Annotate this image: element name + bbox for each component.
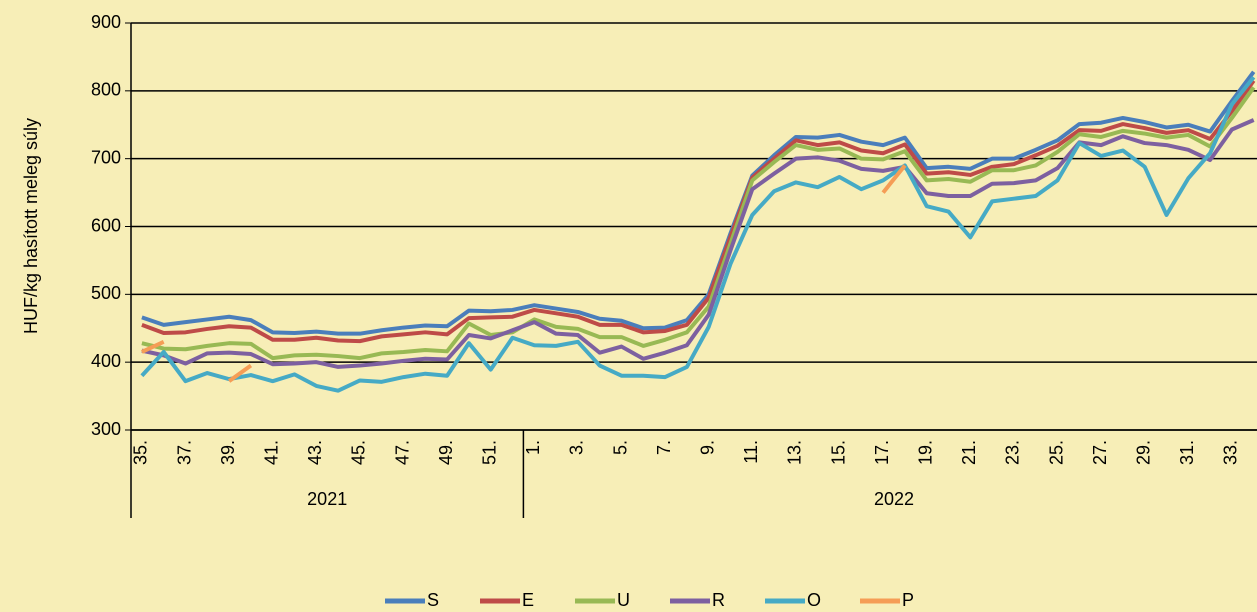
series-line [141,70,1256,336]
y-tick-label: 300 [91,419,121,439]
y-tick-label: 700 [91,147,121,167]
x-tick-label: 7. [654,440,674,455]
legend-label: U [617,590,630,610]
x-tick-label: 39. [218,440,238,465]
series-line [141,118,1255,369]
x-tick-label: 45. [349,440,369,465]
y-tick-label: 800 [91,80,121,100]
x-tick-label: 15. [828,440,848,465]
legend-label: O [807,590,821,610]
x-tick-label: 21. [959,440,979,465]
x-tick-label: 37. [174,440,194,465]
x-tick-label: 9. [697,440,717,455]
series-line [141,86,1256,361]
x-tick-label: 11. [741,440,761,464]
x-tick-label: 33. [1221,440,1241,465]
x-tick-label: 49. [436,440,456,465]
x-tick-label: 41. [261,440,281,465]
series-line [140,76,1256,393]
x-tick-label: 3. [567,440,587,455]
series-line [141,164,907,383]
group-label: 2022 [874,489,914,509]
group-label: 2021 [307,489,347,509]
x-tick-label: 47. [392,440,412,465]
y-tick-label: 600 [91,215,121,235]
x-tick-label: 19. [915,440,935,465]
series-line [141,79,1256,344]
y-tick-label: 500 [91,283,121,303]
legend-label: E [522,590,534,610]
x-tick-label: 27. [1090,440,1110,465]
x-tick-label: 13. [785,440,805,465]
y-axis-label: HUF/kg hasított meleg súly [21,118,41,334]
x-tick-label: 25. [1046,440,1066,465]
x-tick-label: 1. [523,440,543,455]
legend-label: P [902,590,914,610]
x-tick-label: 31. [1177,440,1197,465]
x-tick-label: 29. [1133,440,1153,465]
x-tick-label: 17. [872,440,892,465]
legend-label: R [712,590,725,610]
y-tick-label: 900 [91,12,121,32]
legend-label: S [427,590,439,610]
x-tick-label: 5. [610,440,630,455]
x-tick-label: 23. [1003,440,1023,465]
y-tick-label: 400 [91,351,121,371]
x-tick-label: 43. [305,440,325,465]
x-tick-label: 35. [131,440,151,465]
x-tick-label: 51. [479,440,499,465]
